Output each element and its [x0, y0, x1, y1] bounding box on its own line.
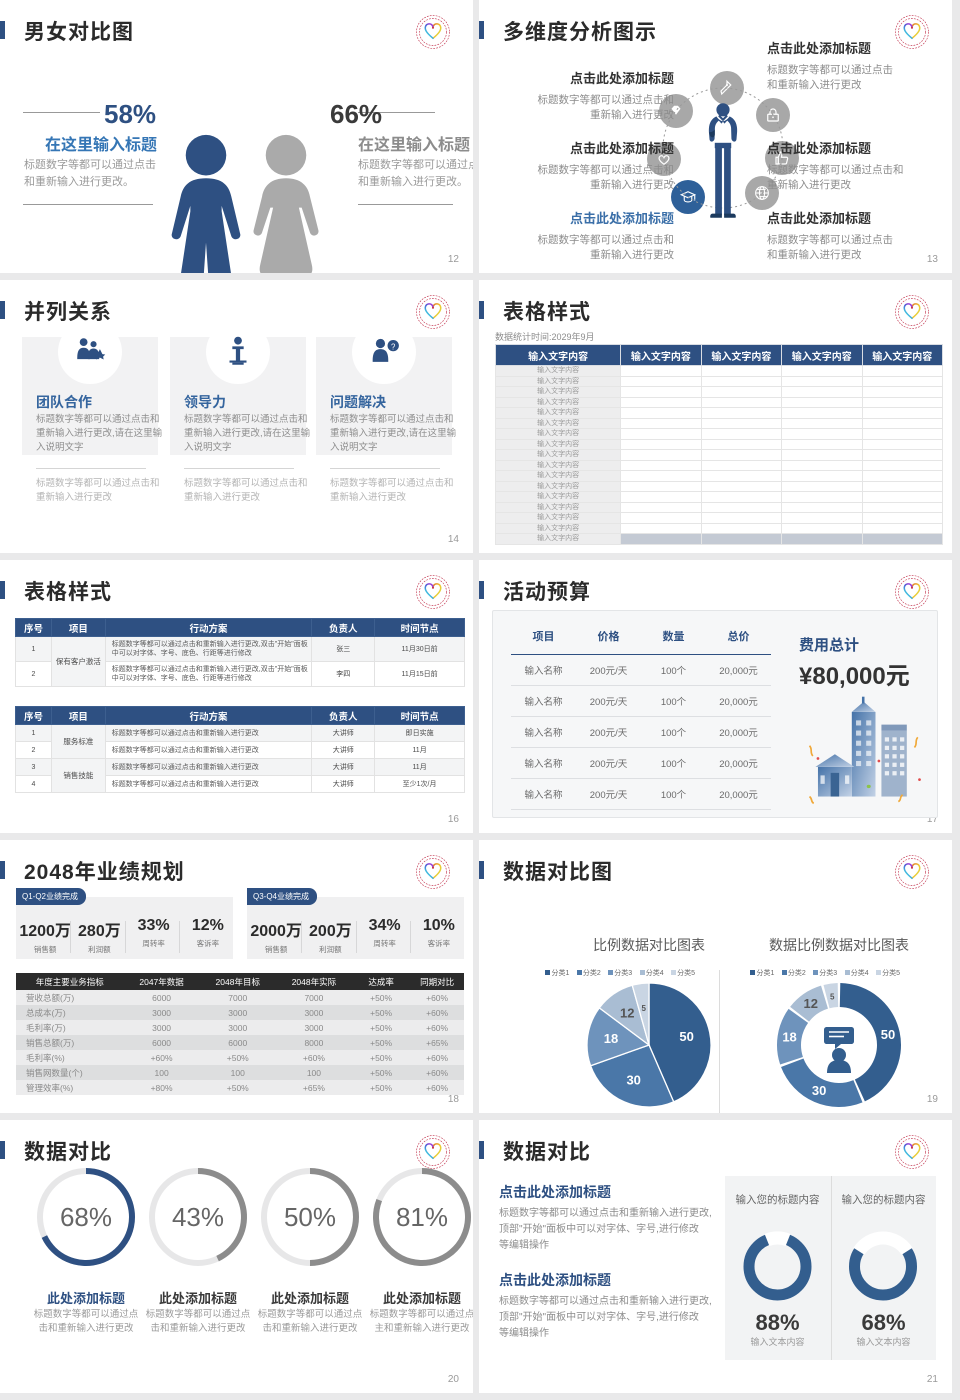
svg-text:?: ?: [391, 343, 396, 352]
svg-text:5: 5: [830, 992, 835, 1001]
svg-text:30: 30: [812, 1083, 826, 1098]
svg-text:81%: 81%: [396, 1202, 448, 1232]
svg-text:12: 12: [803, 996, 817, 1011]
svg-text:18: 18: [782, 1030, 796, 1045]
svg-text:50: 50: [881, 1027, 895, 1042]
